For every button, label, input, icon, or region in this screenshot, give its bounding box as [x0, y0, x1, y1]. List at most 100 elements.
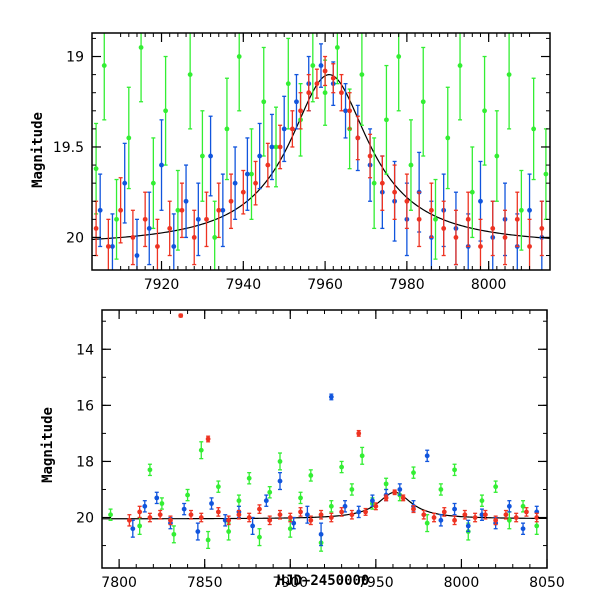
series-1: [130, 393, 540, 547]
data-point: [342, 503, 348, 509]
data-point: [478, 198, 483, 204]
data-point: [472, 515, 478, 520]
data-point: [236, 54, 242, 59]
data-point: [478, 244, 483, 249]
x-tick-label: 7800: [101, 575, 137, 591]
plot-frame: [91, 32, 551, 271]
x-tick-label: 8000: [444, 575, 480, 591]
data-point: [212, 235, 218, 240]
data-point: [232, 180, 238, 186]
data-point: [343, 108, 348, 114]
data-point: [220, 207, 226, 213]
data-point: [287, 515, 293, 520]
data-point: [142, 503, 148, 509]
series-2: [93, 55, 545, 270]
data-point: [328, 503, 334, 509]
data-point: [298, 509, 303, 515]
x-tick-label: 7920: [144, 277, 180, 293]
data-point: [404, 198, 410, 204]
data-point: [281, 126, 287, 132]
data-point: [257, 506, 262, 512]
data-point: [204, 216, 209, 222]
data-point: [198, 515, 204, 520]
data-point: [154, 495, 160, 501]
data-point: [452, 517, 457, 523]
data-point: [520, 503, 526, 509]
data-point: [506, 517, 512, 523]
data-point: [433, 216, 438, 222]
data-point: [359, 453, 365, 459]
data-point: [181, 506, 187, 512]
bottom-y-axis-title: Magnitude: [40, 407, 56, 483]
data-point: [314, 81, 320, 87]
data-point: [236, 512, 242, 518]
data-point: [138, 45, 144, 50]
data-point: [226, 517, 232, 523]
data-point: [246, 515, 252, 520]
data-point: [105, 244, 111, 249]
data-point: [222, 517, 228, 523]
data-point: [263, 498, 269, 504]
bottom-x-axis-title: HJD−2450000: [277, 573, 370, 589]
data-point: [503, 512, 509, 518]
data-point: [277, 512, 283, 518]
data-point: [146, 225, 152, 231]
data-point: [334, 45, 340, 50]
data-point: [359, 72, 365, 78]
data-point: [421, 512, 427, 518]
data-point: [383, 481, 389, 487]
y-tick-label: 16: [76, 398, 94, 414]
data-point: [349, 487, 355, 492]
data-point: [159, 501, 165, 506]
data-point: [347, 108, 353, 114]
data-point: [493, 484, 499, 490]
data-point: [392, 489, 398, 495]
data-point: [479, 512, 485, 518]
data-point: [373, 503, 379, 509]
data-point: [339, 90, 344, 96]
y-tick-label: 19: [66, 50, 84, 66]
data-point: [226, 529, 232, 534]
x-tick-label: 7980: [389, 277, 425, 293]
y-tick-label: 19.5: [53, 140, 84, 156]
data-point: [215, 509, 221, 515]
data-point: [429, 207, 434, 213]
plot-area: [92, 33, 550, 270]
data-point: [490, 225, 496, 231]
data-point: [205, 436, 211, 442]
data-point: [150, 180, 156, 186]
data-point: [277, 459, 283, 464]
data-point: [539, 225, 545, 231]
x-tick-label: 8000: [471, 277, 507, 293]
data-point: [126, 517, 132, 523]
data-point: [527, 244, 532, 249]
data-point: [469, 189, 475, 195]
y-tick-label: 20: [76, 511, 94, 527]
data-point: [163, 108, 169, 114]
data-point: [514, 216, 520, 222]
data-point: [411, 506, 416, 512]
data-point: [479, 498, 485, 504]
data-point: [328, 394, 334, 400]
data-point: [322, 90, 328, 96]
data-point: [379, 180, 385, 186]
data-point: [445, 135, 451, 141]
data-point: [215, 484, 221, 490]
data-point: [183, 198, 189, 204]
data-point: [147, 467, 153, 473]
y-tick-label: 14: [76, 342, 94, 358]
data-point: [502, 235, 508, 240]
data-point: [543, 171, 549, 177]
data-point: [465, 216, 471, 222]
data-point: [424, 520, 430, 526]
top-panel: Magnitude 7920 7940 7960 7980 8000 19 19.5 20: [30, 32, 551, 293]
data-point: [191, 235, 197, 240]
data-point: [513, 515, 519, 520]
data-point: [457, 63, 463, 68]
data-point: [289, 126, 295, 132]
data-point: [155, 244, 160, 249]
data-point: [175, 207, 181, 213]
data-point: [101, 63, 107, 68]
data-point: [209, 501, 214, 506]
